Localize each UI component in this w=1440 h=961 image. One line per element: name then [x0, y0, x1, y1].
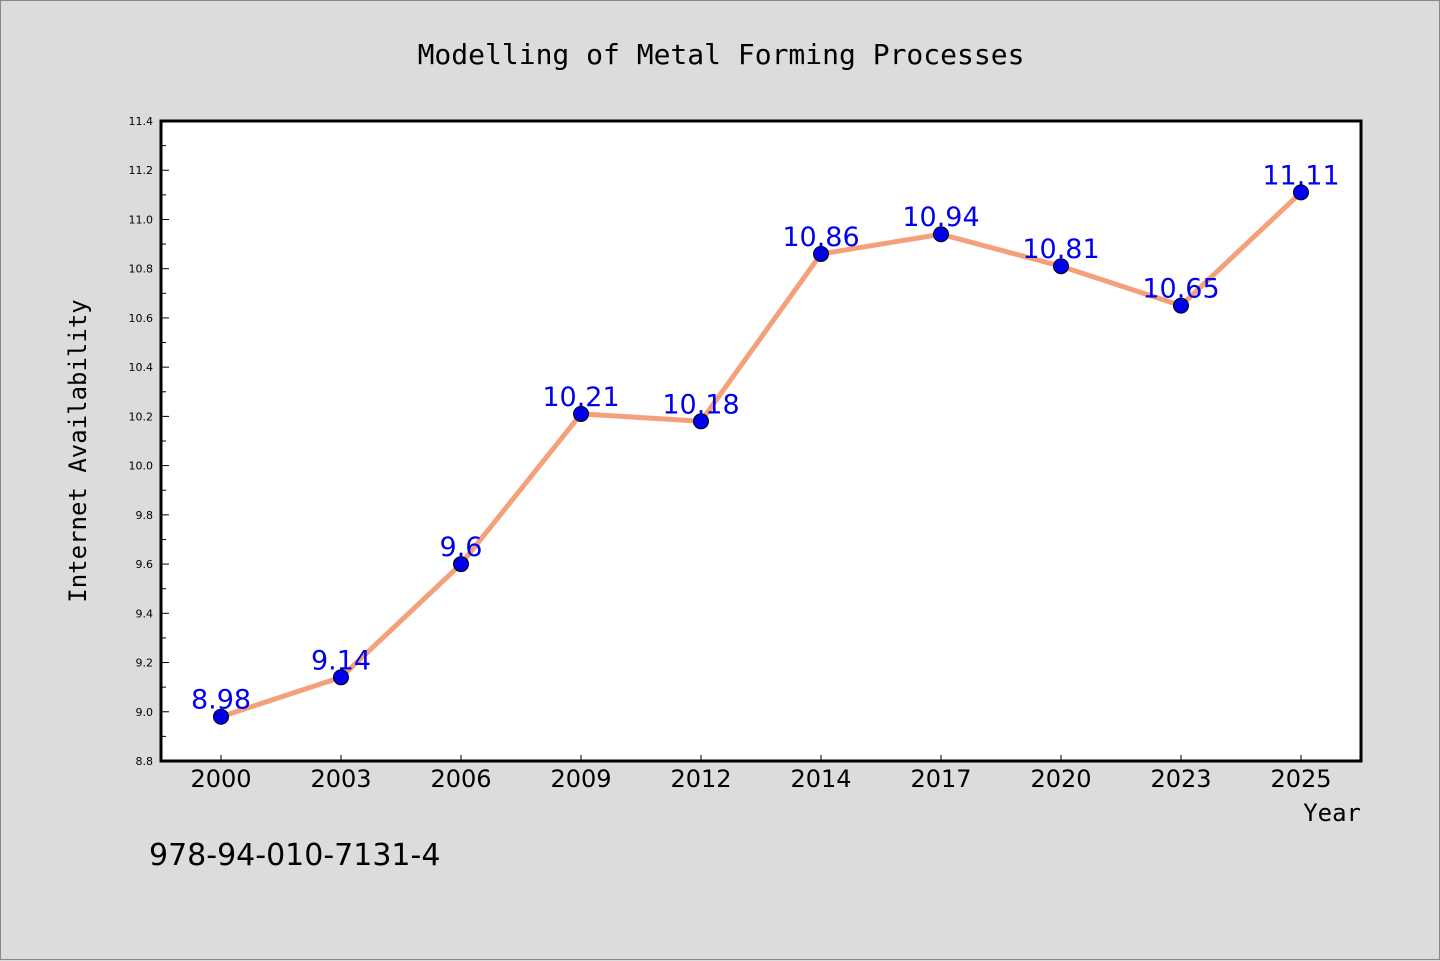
data-label: 8.98: [191, 685, 251, 716]
plot-area: [159, 119, 1363, 763]
y-tick-label: 9.2: [136, 657, 154, 670]
y-tick-label: 10.0: [129, 460, 154, 473]
x-axis-label: Year: [1303, 799, 1361, 827]
data-point: [933, 226, 949, 243]
data-label: 10.21: [542, 382, 619, 413]
x-tick-label: 2020: [1030, 765, 1091, 793]
x-tick-label: 2023: [1150, 765, 1211, 793]
y-tick-label: 10.4: [129, 361, 154, 374]
data-label: 10.18: [662, 389, 739, 420]
data-label: 10.94: [902, 202, 979, 233]
x-tick-label: 2009: [550, 765, 611, 793]
data-label: 9.14: [311, 645, 371, 676]
isbn-text: 978-94-010-7131-4: [149, 838, 440, 873]
x-tick-label: 2025: [1270, 765, 1331, 793]
y-tick-label: 11.0: [129, 213, 154, 226]
y-tick-label: 9.4: [136, 607, 154, 620]
y-tick-label: 10.6: [129, 312, 154, 325]
data-point: [453, 556, 469, 573]
data-label: 10.81: [1022, 234, 1099, 265]
series-line-group: 8.98 9.14 9.6 10.21 10.18 10.86 10.94 10.81 10.6…: [191, 160, 1340, 725]
y-axis: 8.8 9.0 9.2 9.4 9.6 9.8 10.0 10.2 10.4 10.6 10.8 11…: [129, 115, 169, 768]
chart-title: Modelling of Metal Forming Processes: [418, 38, 1025, 71]
x-tick-label: 2017: [910, 765, 971, 793]
y-tick-label: 9.0: [136, 706, 154, 719]
data-point: [813, 245, 829, 262]
data-label: 10.65: [1142, 274, 1219, 305]
data-point: [1293, 184, 1309, 201]
data-point: [573, 405, 589, 422]
x-tick-label: 2006: [430, 765, 491, 793]
y-tick-label: 9.6: [136, 558, 154, 571]
data-label: 9.6: [440, 532, 483, 563]
data-point: [693, 413, 709, 430]
y-tick-label: 11.2: [129, 164, 154, 177]
y-tick-label: 10.8: [129, 263, 154, 276]
x-tick-label: 2003: [310, 765, 371, 793]
data-point: [1173, 297, 1189, 314]
data-point: [213, 708, 229, 725]
x-tick-label: 2012: [670, 765, 731, 793]
y-tick-label: 11.4: [129, 115, 154, 128]
x-tick-label: 2000: [190, 765, 251, 793]
data-label: 10.86: [782, 222, 859, 253]
x-axis: 2000 2003 2006 2009 2012 2014 2017 2020 2023 2025: [190, 755, 1332, 793]
data-label: 11.11: [1262, 160, 1339, 191]
y-axis-label: Internet Availability: [64, 299, 92, 602]
data-point: [333, 669, 349, 686]
series-line: [220, 190, 1303, 720]
y-tick-label: 8.8: [136, 755, 154, 768]
y-tick-label: 10.2: [129, 410, 154, 423]
data-point: [1053, 258, 1069, 275]
x-tick-label: 2014: [790, 765, 851, 793]
y-tick-label: 9.8: [136, 509, 154, 522]
